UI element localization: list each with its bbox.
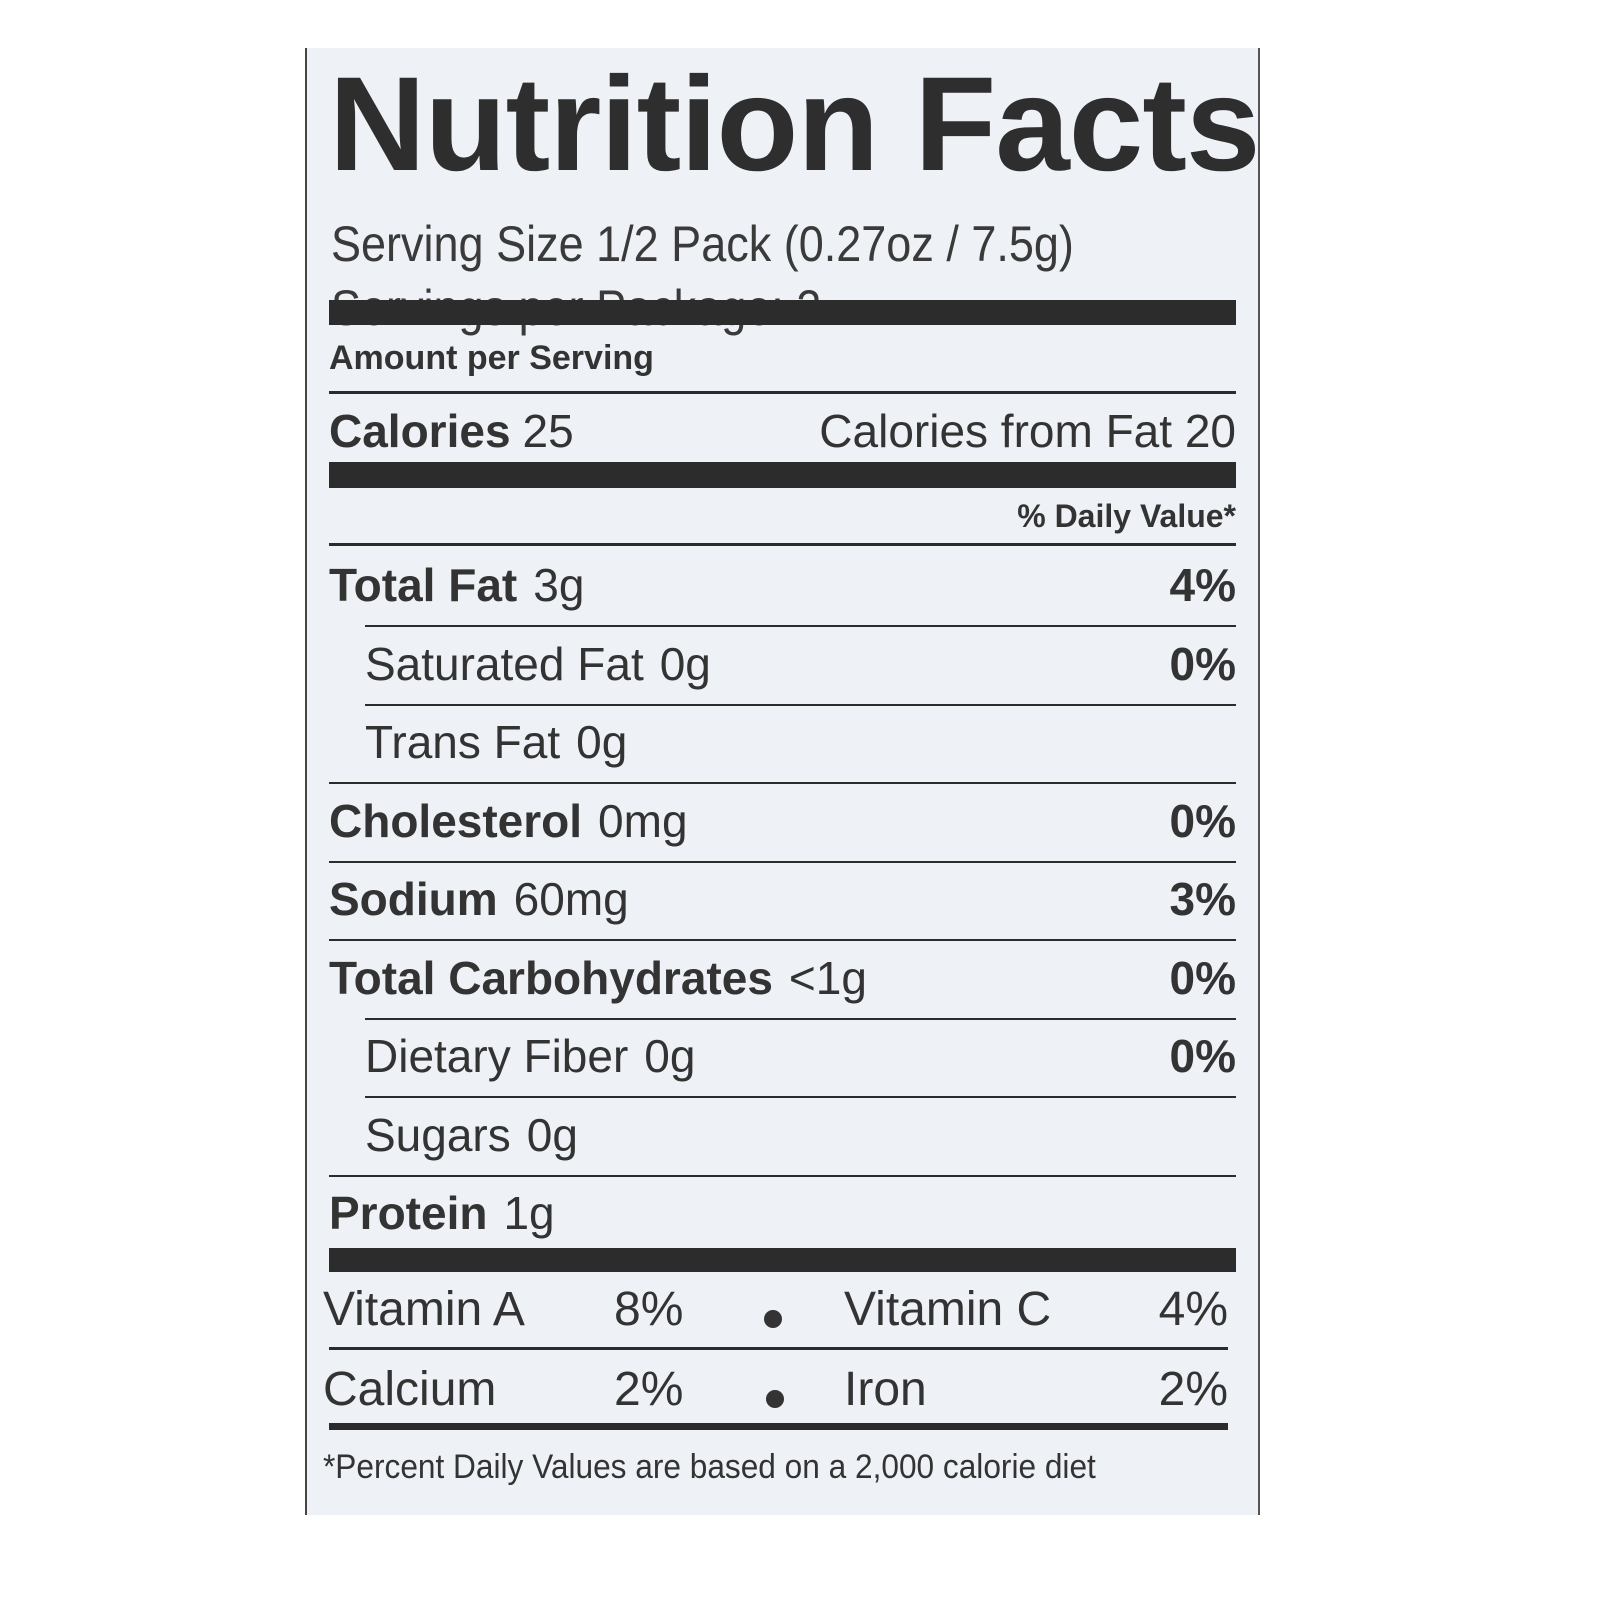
vitamin-name: Iron xyxy=(844,1363,927,1416)
nutrient-row: Protein 1g xyxy=(329,1178,1236,1248)
nutrient-name: Total Fat xyxy=(329,559,518,611)
daily-value-header: % Daily Value* xyxy=(1017,498,1236,534)
vitamin-value: 2% xyxy=(614,1363,684,1416)
nutrient-row: Saturated Fat 0g 0% xyxy=(329,629,1236,699)
thick-divider xyxy=(329,462,1236,488)
footnote: *Percent Daily Values are based on a 2,0… xyxy=(323,1448,1096,1486)
calories-label: Calories xyxy=(329,405,511,457)
divider xyxy=(329,782,1236,784)
nutrient-row: Total Carbohydrates <1g 0% xyxy=(329,943,1236,1013)
divider xyxy=(329,939,1236,941)
label-title: Nutrition Facts xyxy=(329,50,1260,199)
vitamin-value: 2% xyxy=(1158,1363,1228,1416)
calories-from-fat: Calories from Fat 20 xyxy=(819,405,1236,457)
divider xyxy=(365,625,1236,627)
divider xyxy=(329,1174,1236,1177)
nutrient-row: Total Fat 3g 4% xyxy=(329,550,1236,620)
nutrient-amount: 60mg xyxy=(513,873,629,925)
nutrient-amount: 0g xyxy=(526,1108,578,1161)
nutrient-name: Cholesterol xyxy=(329,794,583,847)
nutrient-daily-value: 3% xyxy=(1169,873,1236,925)
divider xyxy=(329,1347,1228,1350)
serving-size: Serving Size 1/2 Pack (0.27oz / 7.5g) xyxy=(331,216,1074,272)
vitamin-name: Calcium xyxy=(323,1363,497,1416)
nutrient-amount: 0g xyxy=(659,637,711,690)
nutrient-row: Sodium 60mg 3% xyxy=(329,864,1236,934)
nutrient-daily-value: 4% xyxy=(1169,559,1236,611)
divider xyxy=(365,1096,1236,1098)
amount-per-serving: Amount per Serving xyxy=(329,339,654,377)
calories-row: Calories 25 Calories from Fat 20 xyxy=(329,396,1236,466)
nutrient-daily-value: 0% xyxy=(1169,951,1236,1004)
nutrition-facts-label: Nutrition Facts Serving Size 1/2 Pack (0… xyxy=(305,48,1260,1515)
nutrient-name: Sodium xyxy=(329,873,498,925)
vitamin-value: 4% xyxy=(1158,1283,1228,1336)
bullet-icon xyxy=(764,1310,782,1328)
vitamin-value: 8% xyxy=(614,1283,684,1336)
nutrient-amount: 0g xyxy=(576,716,628,768)
nutrient-row: Trans Fat 0g xyxy=(329,707,1236,777)
vitamin-name: Vitamin C xyxy=(844,1283,1052,1336)
vitamin-name: Vitamin A xyxy=(323,1283,525,1336)
nutrient-amount: 3g xyxy=(533,559,585,611)
nutrient-daily-value: 0% xyxy=(1169,637,1236,690)
nutrient-row: Sugars 0g xyxy=(329,1100,1236,1170)
nutrient-amount: 0g xyxy=(644,1030,696,1082)
thick-divider xyxy=(329,300,1236,325)
nutrient-name: Sugars xyxy=(365,1108,511,1161)
divider xyxy=(329,1423,1228,1430)
nutrient-amount: <1g xyxy=(788,951,867,1004)
nutrient-name: Dietary Fiber xyxy=(365,1030,629,1082)
divider xyxy=(329,391,1236,394)
divider xyxy=(365,703,1236,706)
vitamin-row: Calcium 2% Iron 2% xyxy=(323,1354,1236,1424)
divider xyxy=(365,1017,1236,1020)
nutrient-name: Protein xyxy=(329,1187,488,1239)
calories-value: 25 xyxy=(522,405,574,457)
nutrient-daily-value: 0% xyxy=(1169,794,1236,847)
thick-divider xyxy=(329,1248,1236,1272)
nutrient-amount: 1g xyxy=(503,1187,555,1239)
divider xyxy=(329,543,1236,546)
nutrient-name: Saturated Fat xyxy=(365,637,644,690)
divider xyxy=(329,860,1236,863)
bullet-icon xyxy=(766,1390,784,1408)
nutrient-name: Total Carbohydrates xyxy=(329,951,773,1004)
nutrient-daily-value: 0% xyxy=(1169,1030,1236,1082)
nutrient-row: Cholesterol 0mg 0% xyxy=(329,786,1236,856)
vitamin-row: Vitamin A 8% Vitamin C 4% xyxy=(323,1274,1236,1344)
nutrient-amount: 0mg xyxy=(598,794,688,847)
nutrient-row: Dietary Fiber 0g 0% xyxy=(329,1021,1236,1091)
nutrient-name: Trans Fat xyxy=(365,716,561,768)
